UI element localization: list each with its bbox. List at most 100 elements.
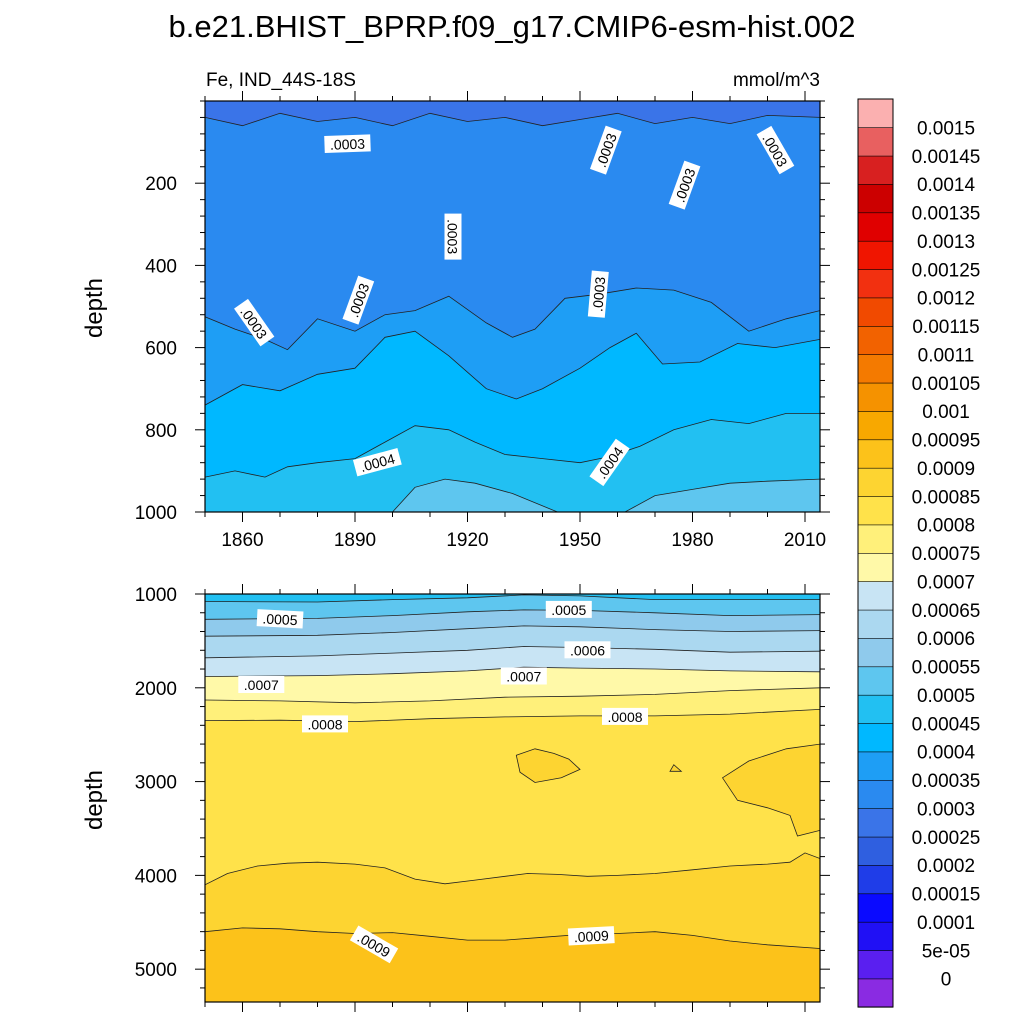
colorbar-box bbox=[857, 268, 894, 299]
colorbar-box bbox=[857, 183, 894, 214]
lower-contour-label-4: .0007 bbox=[500, 667, 547, 685]
upper-y-tick-label: 200 bbox=[145, 174, 177, 195]
lower-contour-label-6: .0008 bbox=[602, 707, 648, 725]
colorbar-label: 0.00115 bbox=[912, 317, 979, 338]
colorbar-box bbox=[857, 609, 894, 639]
x-tick-label: 1950 bbox=[559, 530, 601, 551]
lower-contour-label-1: .0005 bbox=[545, 600, 592, 618]
lower-contour-island-2 bbox=[721, 743, 820, 837]
figure-title: b.e21.BHIST_BPRP.f09_g17.CMIP6-esm-hist.… bbox=[169, 9, 856, 44]
colorbar-label: 0.0013 bbox=[917, 232, 975, 253]
x-tick-label: 1890 bbox=[334, 530, 376, 551]
lower-y-tick-label: 4000 bbox=[135, 866, 177, 887]
colorbar-label: 0.00025 bbox=[912, 828, 981, 849]
upper-contour-line-5 bbox=[205, 478, 820, 512]
lower-contour-line-4 bbox=[205, 646, 820, 659]
colorbar-box bbox=[857, 637, 894, 668]
colorbar-label: 0.0015 bbox=[917, 118, 975, 139]
colorbar-label: 0.0004 bbox=[917, 743, 976, 764]
lower-y-tick-label: 1000 bbox=[135, 585, 177, 606]
svg-text:.0003: .0003 bbox=[330, 136, 366, 153]
colorbar-label: 0.00065 bbox=[912, 601, 981, 622]
colorbar-label: 0 bbox=[941, 970, 952, 991]
upper-left-title: Fe, IND_44S-18S bbox=[206, 70, 356, 91]
colorbar-box bbox=[857, 751, 894, 781]
x-tick-label: 2010 bbox=[784, 530, 826, 551]
upper-contour-label-4: .0003 bbox=[444, 213, 462, 260]
colorbar-box bbox=[857, 410, 894, 441]
svg-text:.0009: .0009 bbox=[573, 927, 609, 945]
lower-contour-line-5 bbox=[205, 666, 820, 677]
lower-contour-label-2: .0006 bbox=[564, 641, 611, 659]
colorbar-label: 0.001 bbox=[922, 402, 970, 423]
colorbar-label: 0.00035 bbox=[912, 771, 981, 792]
colorbar-label: 0.0007 bbox=[917, 572, 975, 593]
colorbar-box bbox=[857, 893, 894, 923]
lower-contour-label-5: .0008 bbox=[302, 715, 348, 733]
upper-band-5 bbox=[205, 479, 820, 512]
colorbar-label: 0.0009 bbox=[917, 459, 975, 480]
colorbar-box bbox=[857, 808, 894, 838]
lower-contour-island-1 bbox=[669, 764, 683, 772]
colorbar-label: 0.0012 bbox=[917, 289, 975, 310]
upper-right-title: mmol/m^3 bbox=[733, 70, 820, 91]
svg-text:.0003: .0003 bbox=[445, 219, 461, 254]
colorbar-box bbox=[857, 439, 894, 469]
colorbar-box bbox=[857, 155, 894, 185]
svg-text:.0005: .0005 bbox=[262, 610, 298, 628]
lower-contour-line-1 bbox=[205, 594, 820, 603]
upper-plot-frame bbox=[204, 100, 821, 513]
lower-y-tick-label: 2000 bbox=[135, 679, 177, 700]
upper-y-tick-label: 400 bbox=[145, 256, 177, 277]
colorbar-label: 0.0011 bbox=[918, 345, 975, 366]
colorbar-label: 0.00075 bbox=[912, 544, 981, 565]
colorbar-box bbox=[857, 921, 894, 951]
lower-band-9 bbox=[205, 927, 820, 1002]
colorbar-label: 0.00125 bbox=[912, 260, 981, 281]
colorbar-box bbox=[857, 382, 894, 412]
colorbar-box bbox=[857, 98, 894, 128]
upper-contour-line-2 bbox=[205, 287, 820, 351]
upper-contour-fills: .0003.0003.0003.0003.0003.0003.0003.0003… bbox=[205, 101, 820, 512]
colorbar-box bbox=[857, 949, 894, 980]
lower-contour-line-8 bbox=[205, 852, 820, 886]
colorbar-label: 0.00105 bbox=[912, 374, 981, 395]
colorbar-label: 0.0006 bbox=[917, 629, 975, 650]
lower-contour-line-3 bbox=[205, 625, 820, 637]
colorbar-label: 0.0001 bbox=[917, 913, 975, 934]
colorbar-box bbox=[857, 666, 894, 696]
lower-contour-line-6 bbox=[205, 687, 820, 704]
svg-text:.0007: .0007 bbox=[506, 669, 541, 685]
lower-contour-label-3: .0007 bbox=[238, 676, 285, 693]
colorbar-box bbox=[857, 836, 894, 866]
colorbar-label: 0.00085 bbox=[912, 487, 981, 508]
lower-y-tick-label: 5000 bbox=[135, 960, 177, 981]
colorbar-box bbox=[857, 495, 894, 526]
upper-contour-panel: .0003.0003.0003.0003.0003.0003.0003.0003… bbox=[135, 91, 830, 551]
colorbar-box bbox=[857, 581, 894, 611]
colorbar-label: 0.00145 bbox=[912, 147, 981, 168]
colorbar-box bbox=[857, 779, 894, 809]
lower-plot-frame bbox=[204, 593, 821, 1003]
colorbar: 0.0015 0.00145 0.0014 0.00135 0.0013 0.00125 0… bbox=[857, 98, 981, 1008]
colorbar-box bbox=[857, 552, 894, 582]
svg-text:.0006: .0006 bbox=[570, 642, 605, 658]
colorbar-box bbox=[857, 694, 894, 724]
colorbar-label: 0.0014 bbox=[917, 175, 976, 196]
colorbar-box bbox=[857, 467, 894, 497]
lower-contour-label-0: .0005 bbox=[256, 609, 304, 629]
upper-y-tick-label: 1000 bbox=[135, 503, 177, 524]
upper-y-axis-label: depth bbox=[81, 278, 108, 338]
svg-text:.0008: .0008 bbox=[607, 709, 642, 725]
colorbar-box bbox=[857, 524, 894, 554]
svg-text:.0003: .0003 bbox=[589, 276, 608, 313]
colorbar-box bbox=[857, 722, 894, 753]
colorbar-box bbox=[857, 240, 894, 270]
lower-y-tick-label: 3000 bbox=[135, 773, 177, 794]
x-tick-label: 1980 bbox=[671, 530, 713, 551]
upper-band-4 bbox=[205, 413, 820, 512]
upper-contour-label-6: .0003 bbox=[587, 270, 609, 318]
colorbar-label: 0.0005 bbox=[917, 686, 975, 707]
colorbar-label: 0.00095 bbox=[912, 431, 981, 452]
